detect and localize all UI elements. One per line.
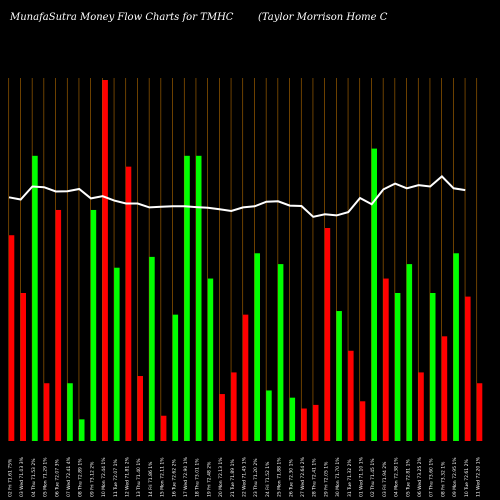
x-tick-label: 20 Mon 72.13 1% [218,457,224,497]
bar-negative [324,228,331,441]
x-tick-label: 23 Thu 71.20 2% [253,458,259,497]
x-tick-label: 07 Wed 72.41 4% [66,456,72,497]
bar-negative [55,209,62,441]
x-tick-label: 24 Fri 71.52 1% [265,461,271,497]
x-tick-label: 16 Tue 72.62 2% [171,459,177,497]
x-tick-label: 29 Fri 72.05 1% [323,461,329,497]
bar-negative [359,401,366,441]
bar-positive [79,419,85,441]
bar-positive [172,314,179,441]
bar-series [8,80,483,441]
x-tick-label: 02 Fri 71.61 75% [8,458,14,497]
x-tick-label: 10 Mon 72.44 1% [101,457,107,497]
bar-negative [476,383,483,441]
bar-negative [125,166,132,441]
x-tick-label: 14 Fri 71.86 1% [148,461,154,497]
x-tick-label: 28 Thu 72.41 1% [312,458,318,497]
bar-negative [418,372,424,441]
x-tick-label: 01 Wed 71.10 1% [359,456,365,497]
x-tick-label: 06 Tue 72.07 3% [54,459,60,497]
bar-positive [32,155,38,441]
x-tick-label: 25 Mon 71.88 1% [277,457,283,497]
bar-positive [90,209,97,441]
trend-line [8,175,466,218]
bar-positive [184,155,190,441]
bar-negative [160,415,167,441]
x-tick-label: 11 Tue 72.07 1% [113,459,119,497]
x-tick-label: 05 Tue 72.81 1% [405,459,411,497]
bar-positive [266,390,272,441]
bar-positive [406,264,413,441]
bar-positive [277,264,284,441]
x-tick-label: 03 Fri 71.94 2% [382,461,388,497]
bar-negative [313,404,319,441]
bar-negative [8,235,15,441]
x-tick-label: 18 Thu 73.01 1% [195,458,201,497]
bar-negative [231,372,237,441]
bar-positive [67,383,73,441]
company-name: (Taylor Morrison Home C [258,12,388,23]
bar-negative [219,394,225,441]
x-tick-label: 08 Fri 73.32 1% [440,461,446,497]
x-tick-label: 13 Thu 71.40 1% [136,458,142,497]
x-tick-label: 19 Fri 72.48 2% [206,461,212,497]
x-tick-label: 12 Wed 71.81 2% [125,456,131,497]
x-tick-label: 09 Fri 73.12 2% [89,461,95,497]
x-axis-labels: 02 Fri 71.61 75% 03 Wed 71.03 3% 04 Thu 71… [8,456,482,497]
bar-negative [441,336,448,441]
x-tick-label: 02 Thu 71.45 1% [370,458,376,497]
bar-negative [43,383,50,441]
bar-positive [394,292,401,441]
bar-negative [348,350,354,441]
bar-positive [254,253,260,441]
bar-negative [20,292,26,441]
bar-negative [137,376,143,441]
bar-negative [383,278,389,441]
trend-line-group [8,175,466,218]
bar-positive [149,256,155,441]
chart-title: MunafaSutra Money Flow Charts for TMHC [10,12,234,23]
x-tick-label: 08 Thu 72.89 1% [78,458,84,497]
x-tick-label: 04 Mon 72.38 1% [394,457,400,497]
x-tick-label: 07 Thu 73.60 1% [429,458,435,497]
bar-positive [453,253,459,441]
bar-positive [114,267,120,441]
bar-positive [371,148,377,441]
x-tick-label: 05 Mon 71.29 1% [43,457,49,497]
bar-negative [301,408,307,441]
x-tick-label: 30 Mon 71.70 1% [335,457,341,497]
bar-negative [465,296,471,441]
x-tick-label: 04 Thu 71.53 2% [31,458,37,497]
bar-positive [196,155,202,441]
x-tick-label: 31 Tue 71.32 2% [347,459,353,497]
bar-positive [430,292,436,441]
bar-positive [336,311,342,441]
x-tick-label: 17 Wed 72.90 1% [183,456,189,497]
x-tick-label: 26 Tue 72.30 1% [288,459,294,497]
x-tick-label: 22 Wed 71.45 1% [242,456,248,497]
bar-negative [102,80,108,441]
x-tick-label: 27 Wed 72.64 2% [300,456,306,497]
bar-positive [289,397,296,441]
x-tick-label: 03 Wed 71.03 3% [19,456,25,497]
x-tick-label: 11 Wed 72.20 1% [476,456,482,497]
bar-positive [207,278,214,441]
x-tick-label: 15 Mon 72.11 1% [160,457,166,497]
x-tick-label: 10 Tue 72.61 2% [464,459,470,497]
x-tick-label: 21 Tue 71.89 1% [230,459,236,497]
x-tick-label: 09 Mon 72.95 1% [452,457,458,497]
bar-negative [242,314,249,441]
x-tick-label: 06 Wed 73.25 2% [417,456,423,497]
grid-lines [8,78,478,441]
